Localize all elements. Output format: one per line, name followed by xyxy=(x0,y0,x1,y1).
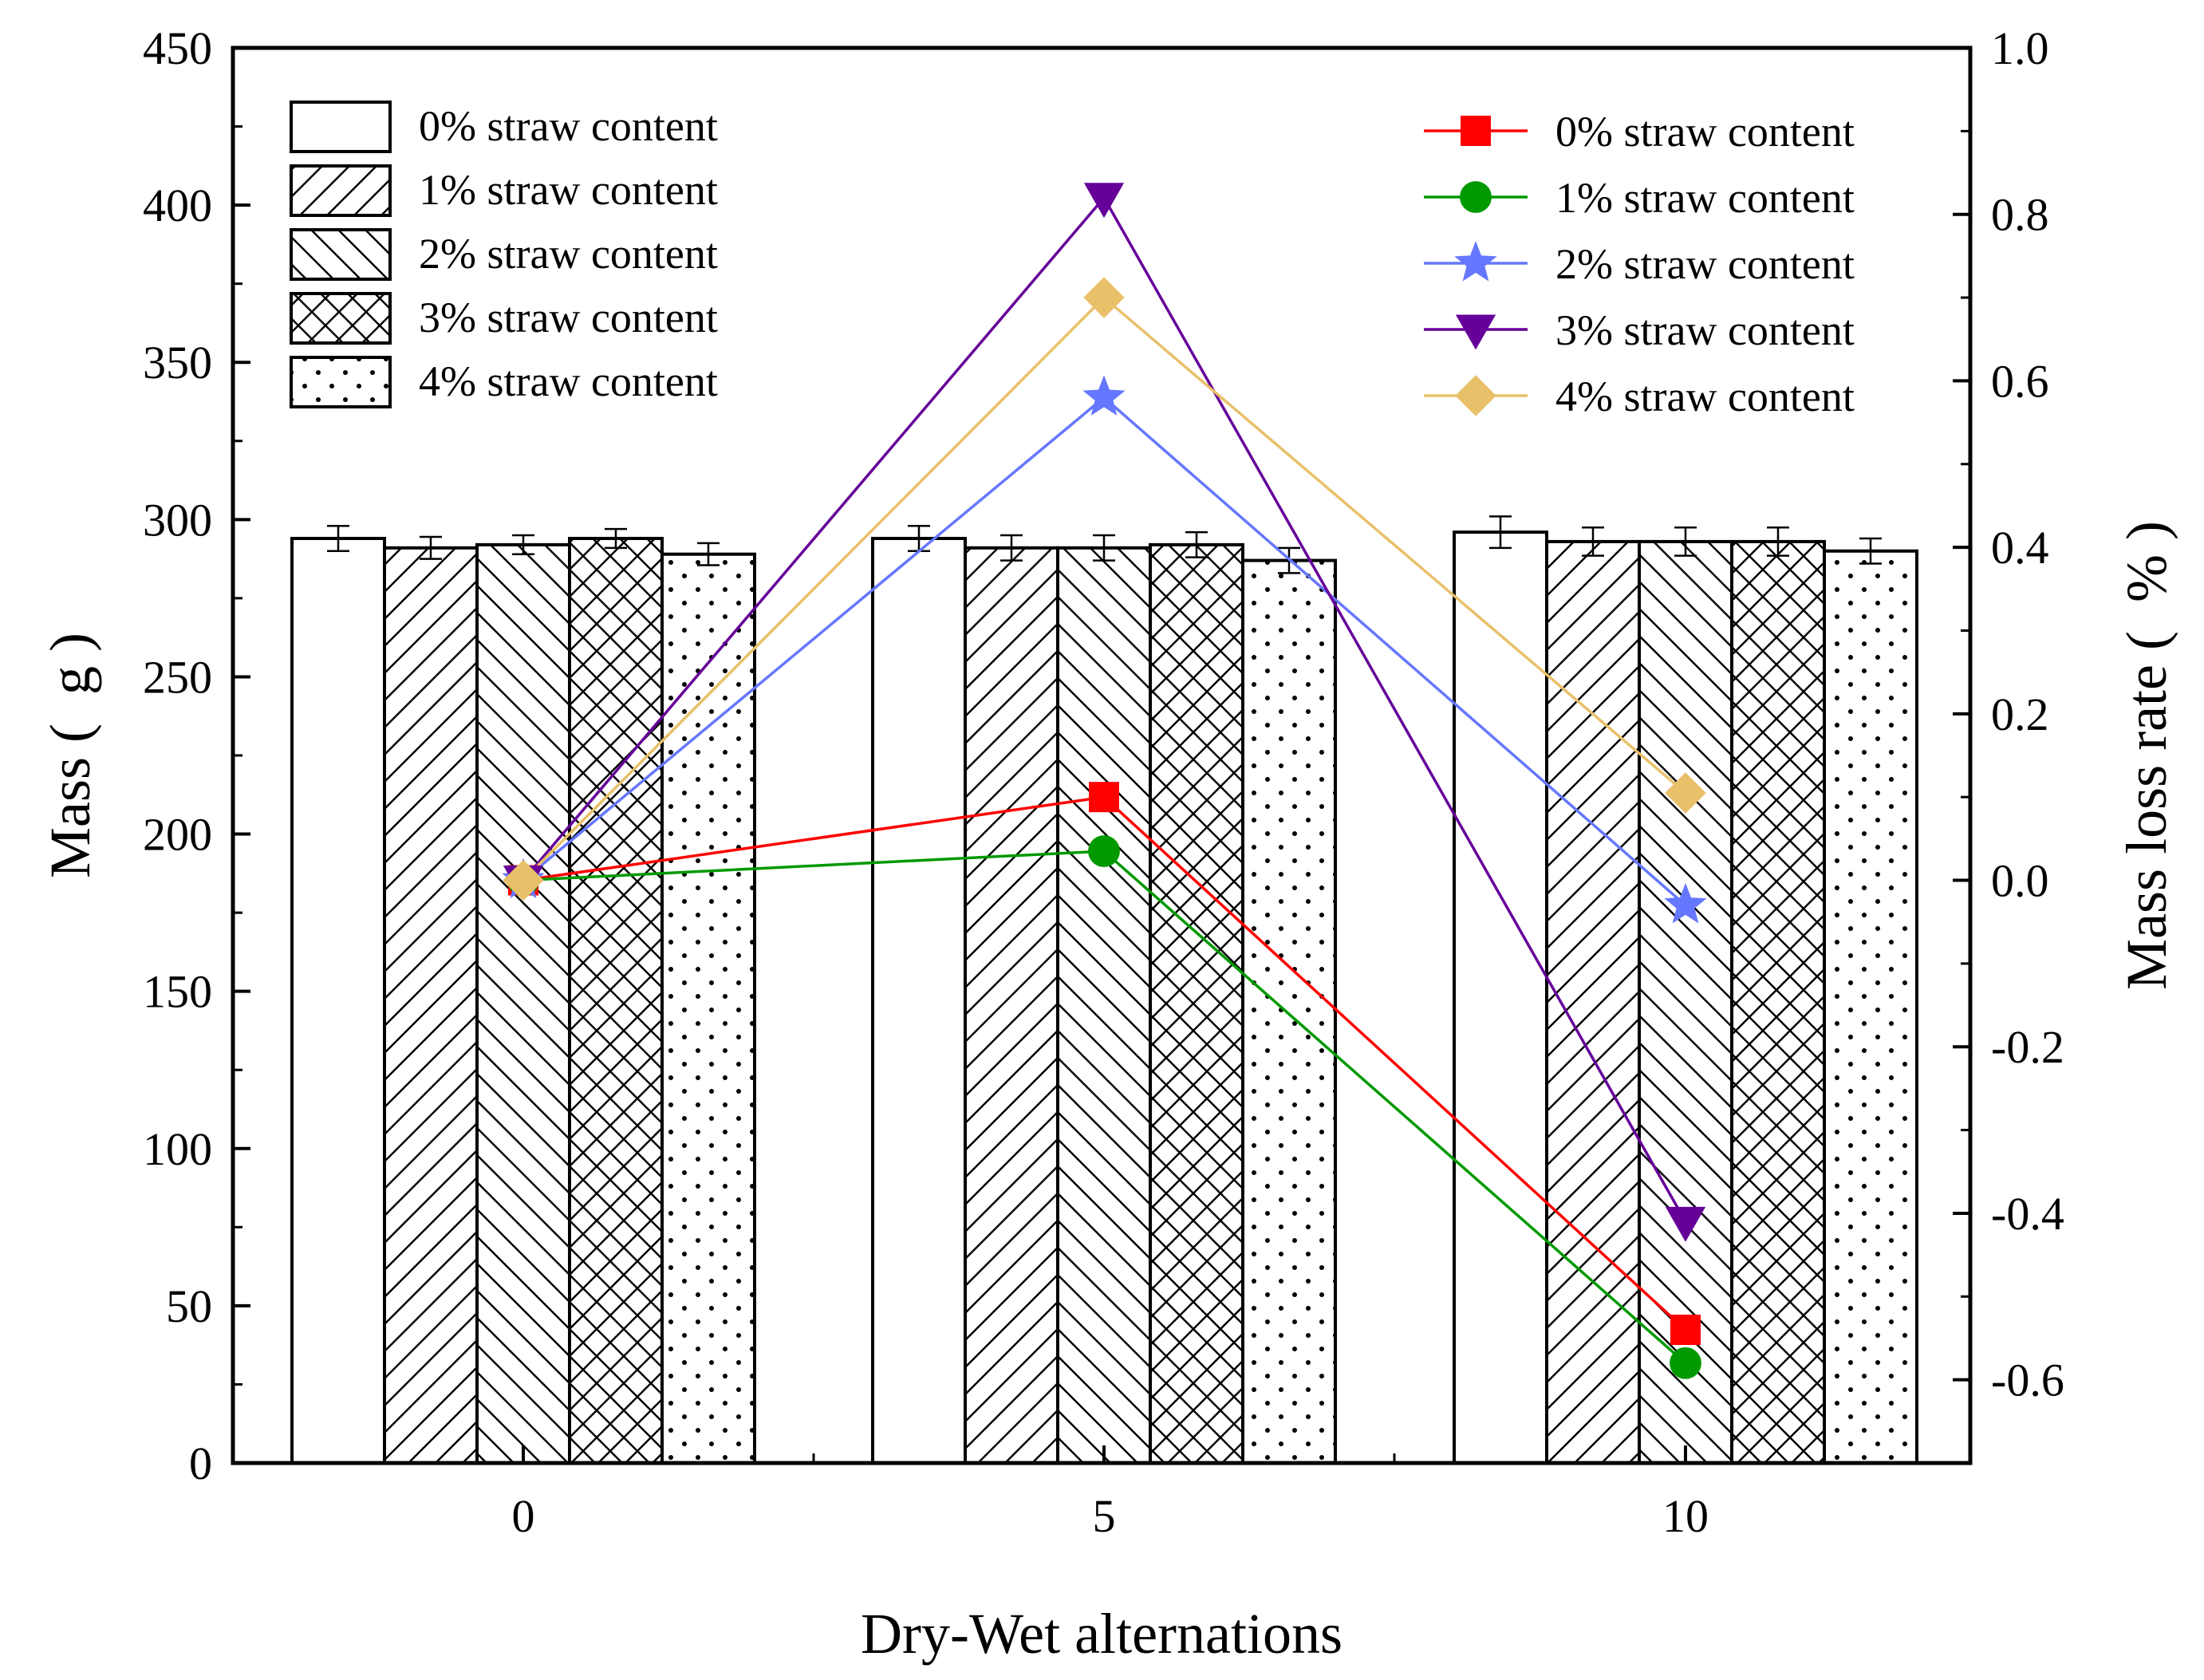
legend-line-marker xyxy=(1455,375,1496,416)
y-left-tick-label: 0 xyxy=(189,1437,212,1489)
legend-bars: 0% straw content 1% straw content 2% straw… xyxy=(290,101,718,408)
y-right-tick-label: 0.8 xyxy=(1991,189,2049,241)
bar xyxy=(871,536,967,1465)
y-left-tick-label: 400 xyxy=(143,179,212,231)
bar xyxy=(568,536,664,1465)
legend-line-marker xyxy=(1455,314,1496,350)
lines-layer xyxy=(502,183,1707,1379)
y-right-tick-label: -0.6 xyxy=(1991,1355,2064,1406)
legend-bar-label: 4% straw content xyxy=(419,357,718,405)
legend-bar-label: 1% straw content xyxy=(419,166,718,214)
y-left-tick-label: 250 xyxy=(143,651,212,703)
legend-bar-label: 0% straw content xyxy=(419,102,718,150)
y-left-tick-label: 350 xyxy=(143,337,212,388)
legend-line-label: 0% straw content xyxy=(1555,108,1855,156)
x-axis-title: Dry-Wet alternations xyxy=(861,1602,1343,1666)
bars-layer xyxy=(290,515,1918,1465)
legend-bar-label: 2% straw content xyxy=(419,230,718,278)
legend-line-marker xyxy=(1461,116,1491,146)
y-axis-right-title: Mass loss rate ( % ) xyxy=(2115,521,2178,990)
bar xyxy=(1241,558,1337,1465)
data-point xyxy=(1664,882,1707,924)
legend-line-label: 2% straw content xyxy=(1555,240,1855,288)
legend-line-label: 1% straw content xyxy=(1555,174,1855,222)
x-tick-label: 5 xyxy=(1093,1490,1116,1542)
legend-bar-swatch xyxy=(290,101,392,153)
bar xyxy=(964,546,1059,1465)
y-right-tick-label: -0.2 xyxy=(1991,1021,2064,1073)
bar xyxy=(1823,549,1918,1465)
data-point xyxy=(1665,1206,1706,1242)
y-right-tick-label: 0.2 xyxy=(1991,688,2049,740)
legend-line-marker xyxy=(1460,181,1492,213)
bar xyxy=(1453,530,1548,1465)
legend-bar-swatch xyxy=(290,356,392,408)
legend-bar-swatch xyxy=(290,292,392,345)
y-right-tick-label: 0.4 xyxy=(1991,522,2049,574)
bar xyxy=(475,542,571,1465)
legend-lines: 0% straw content 1% straw content 2% straw… xyxy=(1424,108,1855,420)
data-point xyxy=(1665,772,1706,814)
data-point xyxy=(1089,782,1119,813)
legend-line-marker xyxy=(1454,240,1497,282)
legend-bar-swatch xyxy=(290,228,392,281)
legend-bar-label: 3% straw content xyxy=(419,294,718,341)
x-tick-label: 10 xyxy=(1662,1490,1709,1542)
y-right-tick-label: 0.6 xyxy=(1991,355,2049,407)
bar xyxy=(383,546,479,1465)
data-point xyxy=(1670,1347,1701,1379)
legend-bar-swatch xyxy=(290,164,392,217)
bar xyxy=(290,536,386,1465)
bar xyxy=(660,552,756,1465)
y-left-tick-label: 200 xyxy=(143,809,212,861)
y-left-tick-label: 100 xyxy=(143,1123,212,1175)
data-point xyxy=(503,859,544,901)
y-right-tick-label: 0.0 xyxy=(1991,855,2049,907)
y-left-tick-label: 50 xyxy=(166,1280,212,1332)
y-right-tick-label: 1.0 xyxy=(1991,22,2049,74)
y-right-tick-label: -0.4 xyxy=(1991,1188,2064,1240)
bar xyxy=(1638,539,1733,1465)
data-point xyxy=(1088,835,1120,867)
data-point xyxy=(1083,183,1125,219)
bar xyxy=(1730,539,1826,1465)
y-axis-left-title: Mass ( g ) xyxy=(38,633,102,878)
data-point xyxy=(1082,375,1126,416)
x-tick-label: 0 xyxy=(512,1490,535,1542)
data-point xyxy=(1083,277,1125,318)
data-point xyxy=(1670,1315,1701,1346)
axes-layer: 050100150200250300350400450-0.6-0.4-0.20… xyxy=(143,22,2064,1542)
bar xyxy=(1149,542,1244,1465)
bar xyxy=(1056,546,1152,1465)
y-left-tick-label: 450 xyxy=(143,22,212,74)
y-left-tick-label: 300 xyxy=(143,494,212,546)
legend-line-label: 4% straw content xyxy=(1555,373,1855,420)
legend-line-label: 3% straw content xyxy=(1555,306,1855,354)
y-left-tick-label: 150 xyxy=(143,966,212,1018)
